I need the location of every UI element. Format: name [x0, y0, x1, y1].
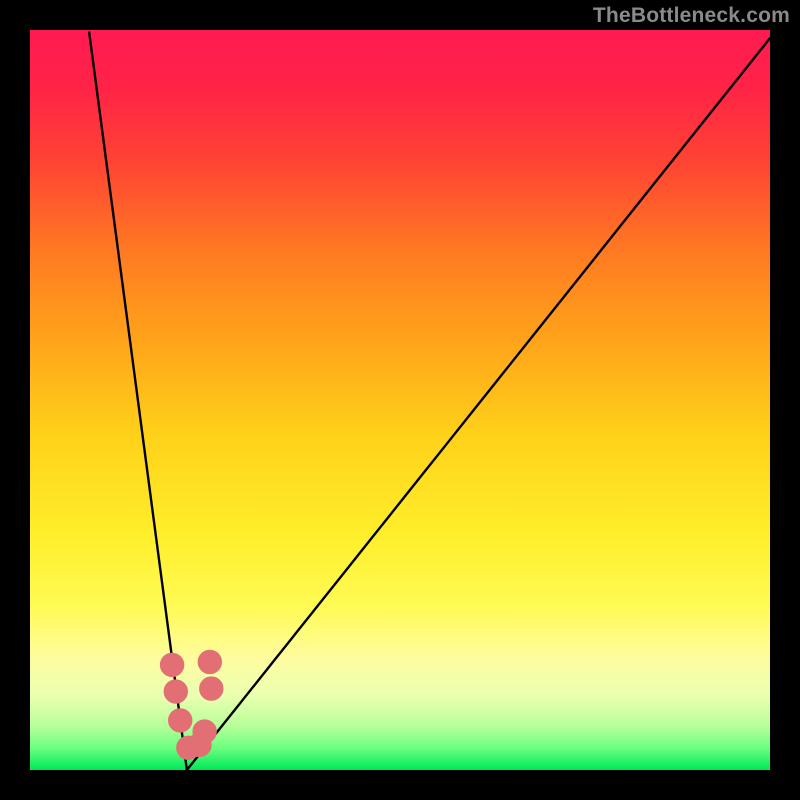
- data-markers: [164, 653, 220, 756]
- data-marker: [167, 683, 184, 700]
- curve-layer: [30, 30, 770, 770]
- bottleneck-curve: [89, 33, 770, 770]
- data-marker: [164, 656, 181, 673]
- data-marker: [196, 723, 213, 740]
- plot-area: [30, 30, 770, 770]
- data-marker: [172, 712, 189, 729]
- data-marker: [201, 653, 218, 670]
- data-marker: [203, 680, 220, 697]
- watermark-text: TheBottleneck.com: [593, 4, 790, 28]
- chart-frame: TheBottleneck.com: [0, 0, 800, 800]
